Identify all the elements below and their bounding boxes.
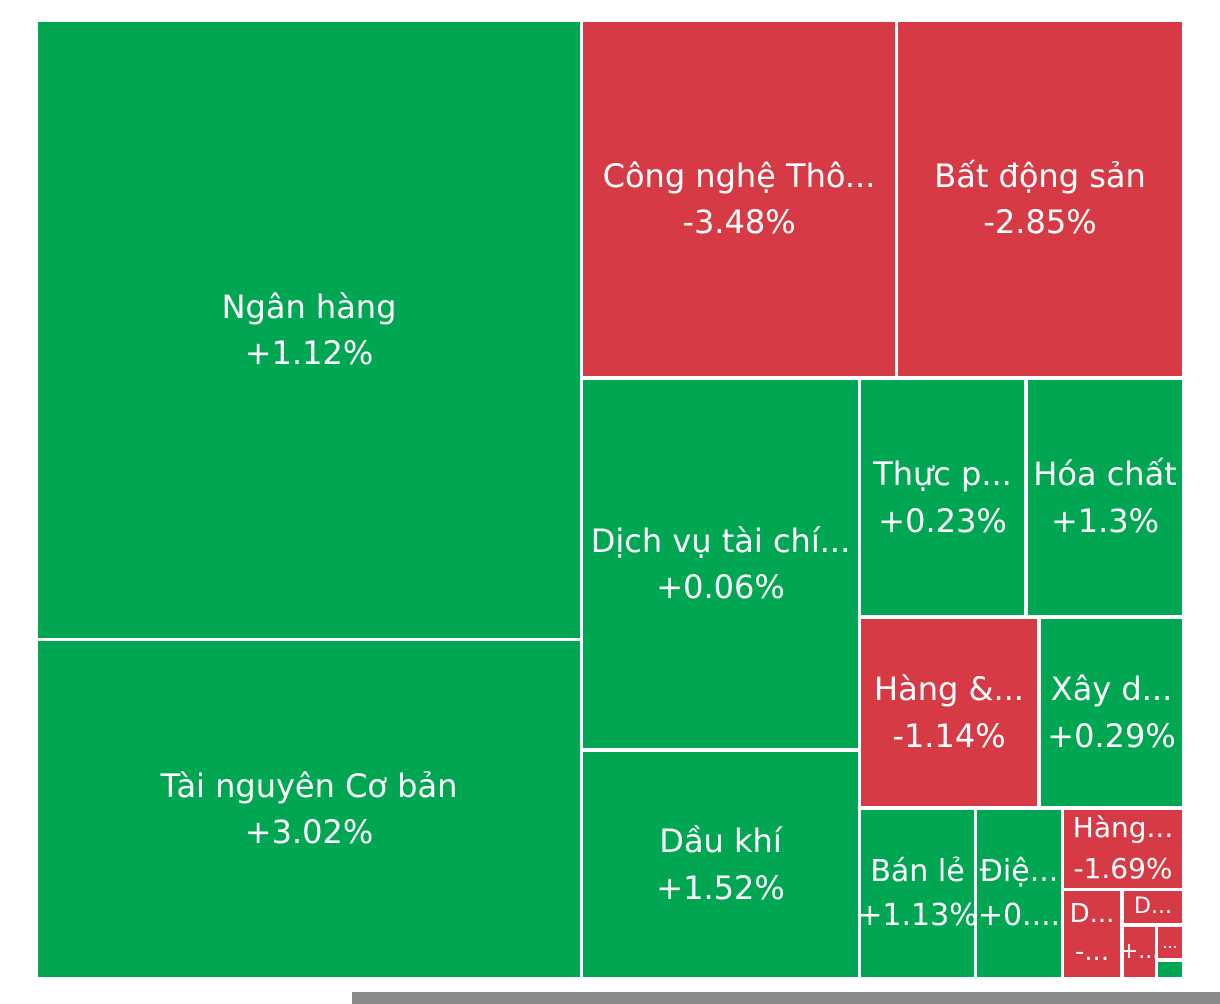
treemap-tile[interactable]: Hóa chất +1.3% [1028,380,1182,615]
tile-label: Hàng &... [874,670,1024,709]
tile-label: Hàng... [1072,811,1174,845]
tile-value: +1.52% [656,868,785,907]
tile-value: +0.23% [878,501,1007,540]
tile-value: +0.... [977,897,1061,933]
treemap-tile[interactable]: Thực p... +0.23% [861,380,1024,615]
tile-value: +3.02% [244,813,374,851]
tile-label: Thực p... [873,455,1012,494]
tile-label: Hóa chất [1033,455,1177,494]
treemap-tile[interactable]: Bán lẻ +1.13% [861,810,974,977]
treemap-tile[interactable]: Dầu khí +1.52% [583,752,858,977]
treemap-tile[interactable]: Tài nguyên Cơ bản +3.02% [38,641,580,977]
tile-label: Dầu khí [659,822,782,861]
tile-label: Bán lẻ [870,854,965,889]
tile-value: +0.06% [656,568,785,606]
treemap-tile[interactable]: Công nghệ Thô... -3.48% [583,22,895,376]
treemap-tile[interactable]: +... [1124,927,1155,977]
tile-value: D... [1134,894,1172,920]
tile-value: ... [1162,932,1178,952]
treemap-tile[interactable]: Hàng... -1.69% [1064,810,1182,888]
tile-label: Bất động sản [934,156,1146,195]
tile-label: D... [1069,899,1115,930]
tile-value: -2.85% [983,203,1097,241]
treemap-tile[interactable]: D... -... [1064,891,1120,977]
tile-value: +1.12% [244,334,374,372]
tile-label: Công nghệ Thô... [602,156,876,195]
tile-label: Xây d... [1050,670,1173,709]
treemap-tile[interactable]: Dịch vụ tài chí... +0.06% [583,380,858,748]
treemap-tile[interactable]: Bất động sản -2.85% [898,22,1182,376]
treemap-tile[interactable]: Hàng &... -1.14% [861,619,1037,806]
tile-value: +1.3% [1050,501,1160,540]
tile-label: Dịch vụ tài chí... [590,521,851,560]
tile-value: -... [1074,937,1110,967]
tile-label: Ngân hàng [221,287,397,326]
tile-value: -1.14% [892,716,1006,755]
tile-label: Tài nguyên Cơ bản [160,766,458,805]
treemap-tile[interactable]: ... [1158,927,1182,958]
tile-label: Điệ... [979,854,1059,889]
treemap-tile[interactable] [1158,962,1182,977]
tile-value: +0.29% [1047,716,1176,755]
treemap-tile[interactable]: Ngân hàng +1.12% [38,22,580,638]
tile-value: +1.13% [861,897,974,933]
treemap-tile[interactable]: Xây d... +0.29% [1041,619,1182,806]
tile-value: +... [1124,939,1155,965]
treemap-tile[interactable]: D... [1124,891,1182,923]
horizontal-scrollbar[interactable] [352,992,1220,1004]
treemap-tile[interactable]: Điệ... +0.... [977,810,1061,977]
tile-value: -3.48% [682,203,796,241]
tile-value: -1.69% [1073,852,1173,885]
